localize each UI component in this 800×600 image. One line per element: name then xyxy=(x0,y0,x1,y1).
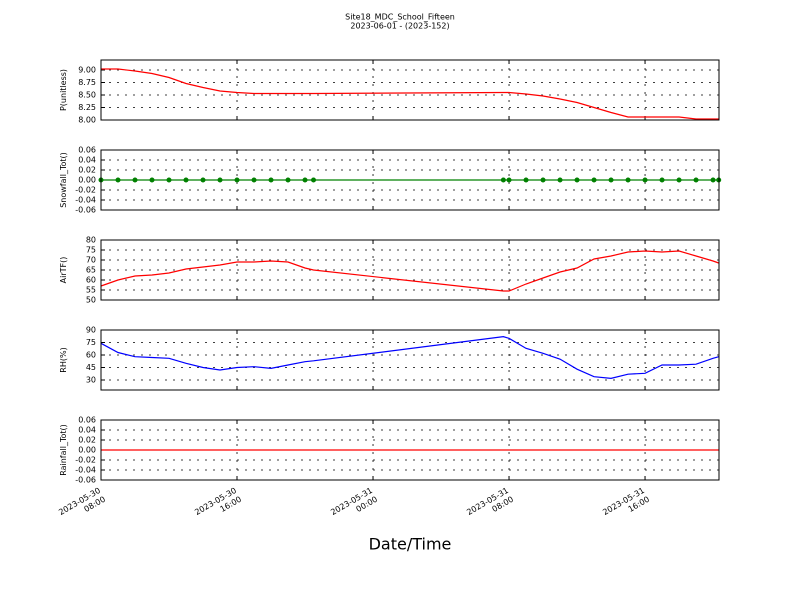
data-point xyxy=(251,177,257,183)
data-point xyxy=(285,177,291,183)
data-point xyxy=(659,177,665,183)
plot-frame xyxy=(100,419,720,481)
y-tick-label: 60 xyxy=(86,276,96,285)
y-tick-label: 75 xyxy=(86,246,96,255)
data-line xyxy=(100,336,719,379)
data-point xyxy=(591,177,597,183)
data-point xyxy=(557,177,563,183)
plot-frame xyxy=(100,329,720,391)
y-tick-label: -0.04 xyxy=(75,196,96,205)
y-tick-label: 60 xyxy=(86,351,96,360)
data-point xyxy=(115,177,121,183)
y-tick-label: 30 xyxy=(86,376,96,385)
y-tick-label: 0.02 xyxy=(78,436,96,445)
data-line xyxy=(101,68,719,120)
y-tick-label: 45 xyxy=(86,363,96,372)
y-tick-label: -0.02 xyxy=(75,186,96,195)
data-point xyxy=(710,177,716,183)
y-tick-label: 8.75 xyxy=(78,78,96,87)
y-tick-label: 50 xyxy=(86,296,96,305)
chart-title: Site18_MDC_School_Fifteen xyxy=(345,13,455,22)
y-tick-label: -0.02 xyxy=(75,456,96,465)
y-axis-label: RH(%) xyxy=(59,347,68,372)
y-tick-label: 8.50 xyxy=(78,91,96,100)
y-tick-label: 9.00 xyxy=(78,66,96,75)
plot-frame xyxy=(100,149,720,211)
data-point xyxy=(132,177,138,183)
y-tick-label: 0.04 xyxy=(78,426,96,435)
y-tick-label: 8.00 xyxy=(78,116,96,125)
data-point xyxy=(523,177,529,183)
y-axis-label: P(unitless) xyxy=(59,69,68,111)
y-tick-label: 90 xyxy=(86,326,96,335)
data-line xyxy=(100,250,719,292)
data-point xyxy=(642,177,648,183)
data-point xyxy=(268,177,274,183)
data-point xyxy=(693,177,699,183)
data-point xyxy=(506,177,512,183)
data-point xyxy=(625,177,631,183)
data-point xyxy=(311,177,317,183)
data-point xyxy=(234,177,240,183)
data-point xyxy=(676,177,682,183)
data-point xyxy=(200,177,206,183)
data-point xyxy=(500,177,506,183)
y-tick-label: 0.04 xyxy=(78,156,96,165)
chart-subtitle: 2023-06-01 - (2023-152) xyxy=(350,22,449,31)
data-point xyxy=(574,177,580,183)
plot-frame xyxy=(100,239,720,301)
y-tick-label: 75 xyxy=(86,338,96,347)
y-tick-label: 0.06 xyxy=(78,146,96,155)
y-axis-label: AirTF() xyxy=(59,257,68,284)
y-tick-label: 0.00 xyxy=(78,446,96,455)
y-tick-label: -0.06 xyxy=(75,206,96,215)
y-tick-label: 70 xyxy=(86,256,96,265)
y-axis-label: Snowfall_Tot() xyxy=(59,152,68,208)
y-tick-label: 0.02 xyxy=(78,166,96,175)
data-point xyxy=(540,177,546,183)
data-point xyxy=(608,177,614,183)
y-tick-label: 65 xyxy=(86,266,96,275)
y-tick-label: 8.25 xyxy=(78,103,96,112)
y-tick-label: 80 xyxy=(86,236,96,245)
y-tick-label: 0.06 xyxy=(78,416,96,425)
y-tick-label: 55 xyxy=(86,286,96,295)
data-point xyxy=(166,177,172,183)
y-tick-label: -0.06 xyxy=(75,476,96,485)
y-tick-label: 0.00 xyxy=(78,176,96,185)
data-point xyxy=(217,177,223,183)
data-point xyxy=(183,177,189,183)
data-point xyxy=(302,177,308,183)
y-tick-label: -0.04 xyxy=(75,466,96,475)
plot-frame xyxy=(100,59,720,121)
data-point xyxy=(149,177,155,183)
y-axis-label: Rainfall_Tot() xyxy=(59,424,68,476)
x-axis-label: Date/Time xyxy=(369,535,452,554)
